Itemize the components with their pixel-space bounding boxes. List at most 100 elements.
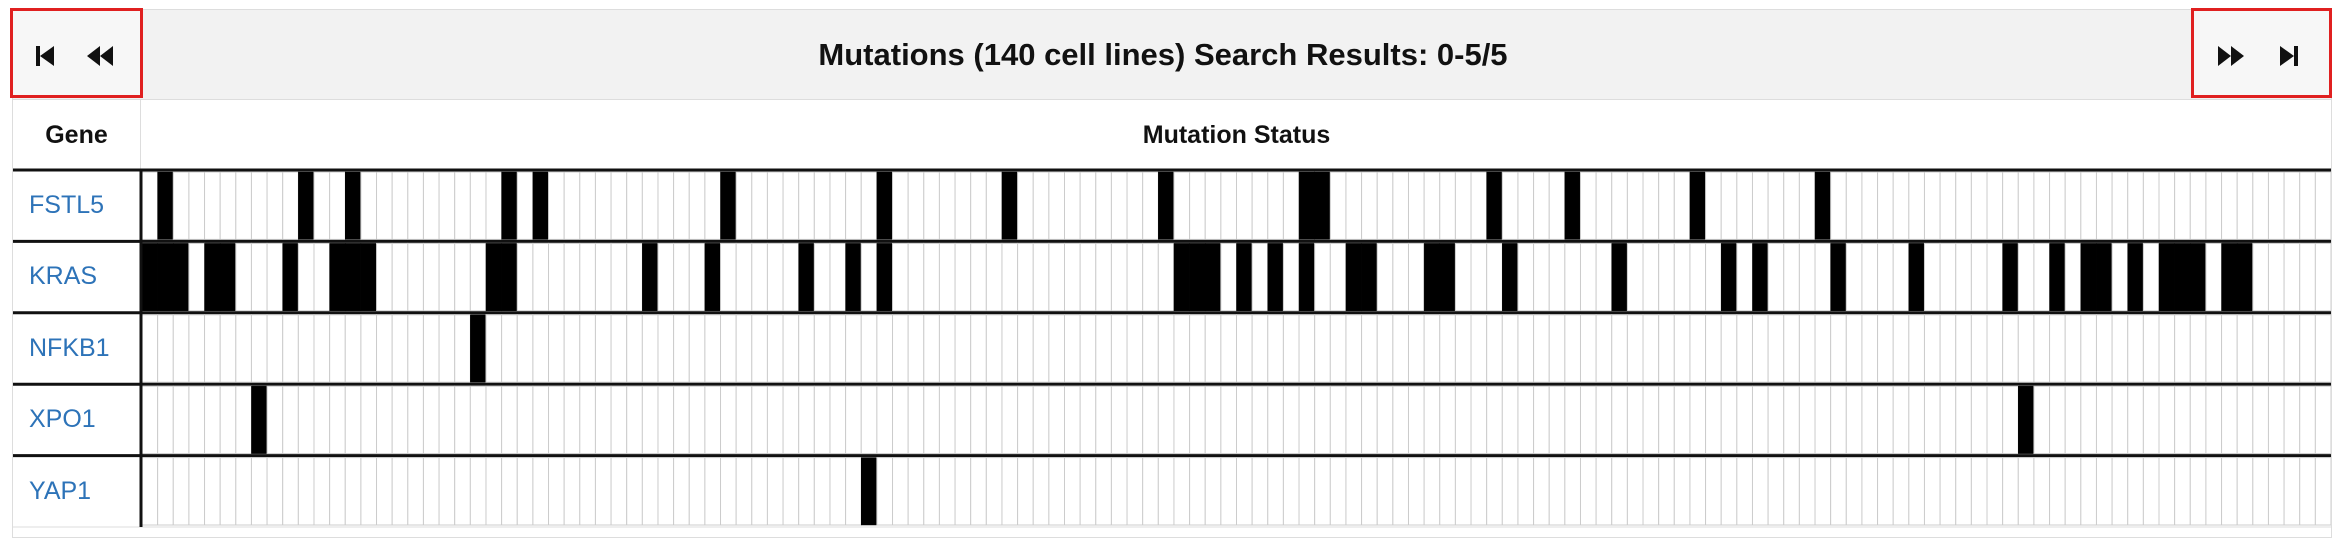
cell[interactable] [1751,457,1769,526]
cell[interactable] [548,314,565,383]
cell[interactable] [1329,385,1347,455]
cell[interactable] [2283,242,2301,312]
mutated-cell[interactable] [860,457,878,526]
cell[interactable] [2283,314,2301,383]
cell[interactable] [1673,242,1691,312]
cell[interactable] [845,171,862,240]
cell[interactable] [2189,385,2207,455]
cell[interactable] [860,171,878,240]
cell[interactable] [845,457,862,526]
mutated-cell[interactable] [329,243,346,312]
cell[interactable] [1705,457,1722,526]
cell[interactable] [1548,171,1566,240]
cell[interactable] [1001,314,1019,383]
cell[interactable] [751,242,768,312]
cell[interactable] [626,171,643,240]
mutated-cell[interactable] [1689,171,1706,240]
cell[interactable] [1986,385,2004,455]
cell[interactable] [1595,242,1613,312]
cell[interactable] [2017,457,2035,526]
cell[interactable] [1110,242,1128,312]
cell[interactable] [1548,242,1566,312]
cell[interactable] [1798,171,1816,240]
cell[interactable] [2111,385,2129,455]
cell[interactable] [1564,385,1581,455]
cell[interactable] [1454,385,1472,455]
cell[interactable] [1892,457,1910,526]
cell[interactable] [454,385,471,455]
cell[interactable] [2049,457,2066,526]
cell[interactable] [2080,457,2097,526]
cell[interactable] [2017,242,2035,312]
cell[interactable] [923,457,940,526]
cell[interactable] [2174,171,2191,240]
cell[interactable] [532,385,550,455]
cell[interactable] [1220,385,1237,455]
cell[interactable] [1939,457,1957,526]
cell[interactable] [1220,171,1237,240]
cell[interactable] [923,242,940,312]
cell[interactable] [2299,314,2316,383]
cell[interactable] [1564,314,1581,383]
cell[interactable] [798,171,815,240]
cell[interactable] [1267,314,1284,383]
cell[interactable] [469,171,487,240]
cell[interactable] [2002,171,2019,240]
cell[interactable] [1658,242,1675,312]
cell[interactable] [548,385,565,455]
cell[interactable] [2111,242,2129,312]
cell[interactable] [172,385,190,455]
mutated-cell[interactable] [501,171,518,240]
cell[interactable] [1048,242,1066,312]
cell[interactable] [438,385,456,455]
cell[interactable] [673,457,690,526]
cell[interactable] [1579,385,1597,455]
cell[interactable] [829,385,847,455]
cell[interactable] [1939,171,1957,240]
cell[interactable] [1392,171,1409,240]
cell[interactable] [1673,314,1691,383]
cell[interactable] [1017,242,1034,312]
mutated-cell[interactable] [1298,243,1315,312]
cell[interactable] [2205,457,2223,526]
mutated-cell[interactable] [2158,243,2175,312]
cell[interactable] [297,314,315,383]
cell[interactable] [1376,171,1394,240]
cell[interactable] [1908,171,1925,240]
cell[interactable] [1611,171,1628,240]
cell[interactable] [2252,385,2269,455]
cell[interactable] [1251,457,1269,526]
mutated-cell[interactable] [141,243,158,312]
cell[interactable] [1392,385,1409,455]
cell[interactable] [1126,385,1144,455]
cell[interactable] [1533,385,1550,455]
cell[interactable] [250,171,268,240]
cell[interactable] [1877,171,1894,240]
cell[interactable] [1830,314,1847,383]
cell[interactable] [2221,457,2238,526]
mutated-cell[interactable] [345,243,362,312]
cell[interactable] [626,385,643,455]
cell[interactable] [1595,171,1613,240]
cell[interactable] [1845,171,1863,240]
cell[interactable] [657,457,675,526]
cell[interactable] [485,171,503,240]
cell[interactable] [1626,242,1644,312]
cell[interactable] [250,314,268,383]
cell[interactable] [1767,385,1785,455]
cell[interactable] [235,385,252,455]
cell[interactable] [1079,457,1097,526]
cell[interactable] [1767,314,1785,383]
cell[interactable] [766,314,784,383]
cell[interactable] [1064,457,1081,526]
cell[interactable] [1439,385,1456,455]
cell[interactable] [1923,385,1941,455]
cell[interactable] [860,242,878,312]
cell[interactable] [1579,171,1597,240]
cell[interactable] [1705,242,1722,312]
cell[interactable] [548,242,565,312]
cell[interactable] [1345,314,1363,383]
cell[interactable] [813,242,831,312]
cell[interactable] [2205,314,2223,383]
cell[interactable] [1423,457,1441,526]
